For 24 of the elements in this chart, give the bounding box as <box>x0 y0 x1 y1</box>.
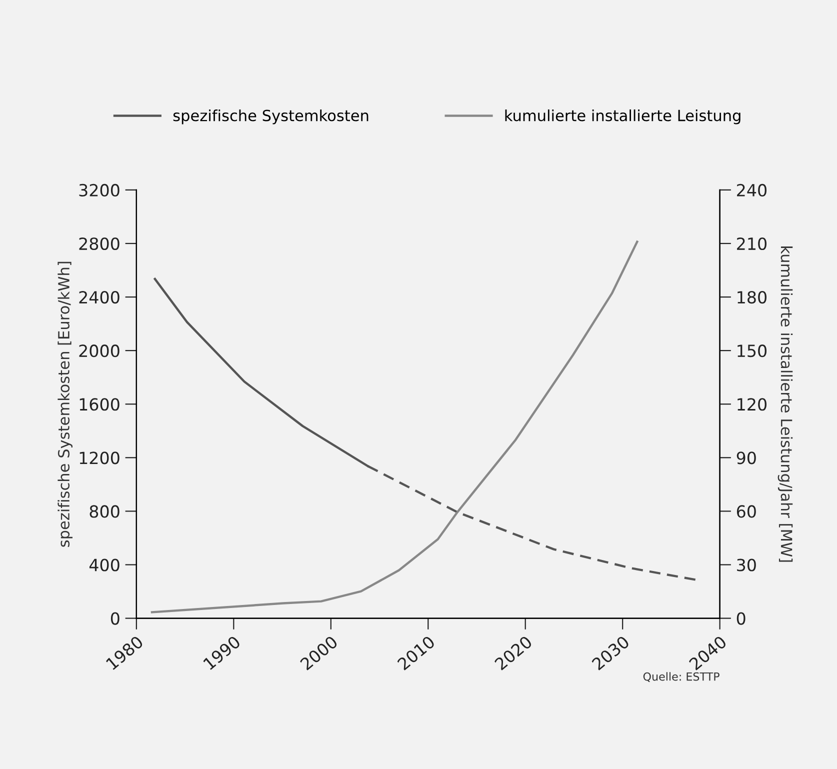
y2-tick-label: 90 <box>736 452 756 464</box>
y2-tick-label: 0 <box>736 612 746 625</box>
y2-tick-label: 210 <box>737 237 766 250</box>
y2-tick-label: 150 <box>738 344 766 358</box>
y-tick-label: 2800 <box>79 237 120 250</box>
legend-label: spezifische Systemkosten <box>173 109 368 124</box>
y-tick-label: 2400 <box>79 290 120 304</box>
legend-label: kumulierte installierte Leistung <box>505 109 740 124</box>
y2-axis-title: kumulierte installierte Leistung/Jahr [MW] <box>778 246 793 562</box>
y2-tick-label: 240 <box>737 184 766 197</box>
y-axis-title: spezifische Systemkosten [Euro/kWh] <box>58 262 72 547</box>
y2-tick-label: 180 <box>738 290 766 304</box>
y-tick-label: 1200 <box>80 452 120 464</box>
y-tick-label: 2000 <box>79 344 120 358</box>
y-tick-label: 3200 <box>79 184 120 197</box>
y-tick-label: 1600 <box>80 398 120 411</box>
y2-tick-label: 30 <box>737 558 756 572</box>
line-series <box>150 240 638 614</box>
y-tick-label: 400 <box>89 558 120 572</box>
y2-tick-label: 120 <box>738 398 766 411</box>
y-tick-label: 800 <box>90 505 120 518</box>
y2-tick-label: 60 <box>736 505 756 518</box>
y-tick-label: 0 <box>110 612 120 625</box>
source-note: Quelle: ESTTP <box>643 672 720 682</box>
